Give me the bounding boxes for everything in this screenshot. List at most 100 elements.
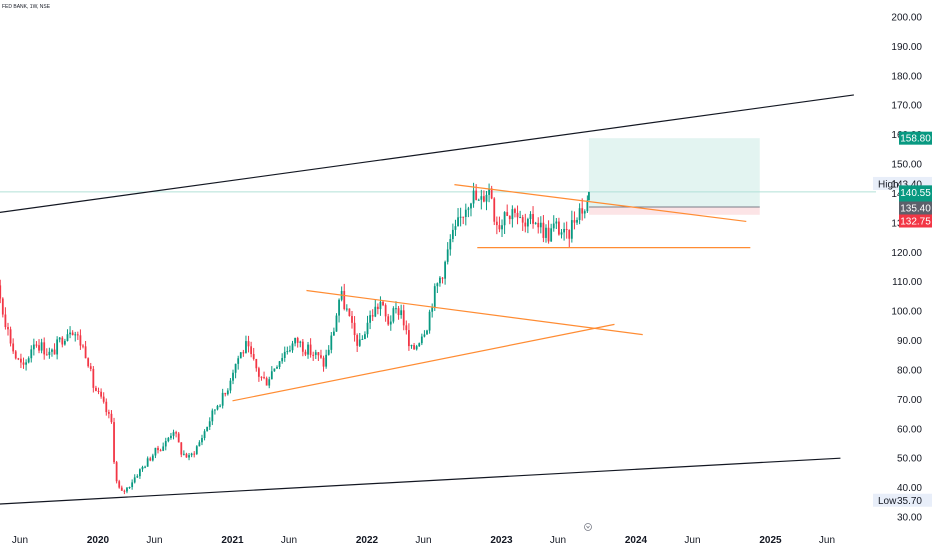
- candle-body: [332, 331, 335, 336]
- candle-body: [110, 413, 113, 423]
- candle-body: [157, 447, 159, 451]
- stop-price-badge-bg: [899, 214, 932, 228]
- candle-body: [506, 212, 509, 216]
- candle-body: [299, 341, 302, 343]
- candle-body: [198, 442, 201, 447]
- candle-body: [87, 358, 90, 367]
- candle-body: [242, 352, 245, 354]
- y-tick-label: 50.00: [897, 454, 922, 465]
- candle-body: [483, 196, 485, 202]
- candle-body: [141, 466, 144, 470]
- candle-body: [283, 351, 286, 358]
- candle-body: [356, 335, 359, 346]
- y-tick-label: 150.00: [891, 160, 922, 171]
- drawn-trendlines[interactable]: [0, 94, 854, 505]
- candle-body: [485, 194, 488, 202]
- price-axis[interactable]: 200.00190.00180.00170.00160.00150.00140.…: [891, 13, 922, 524]
- x-tick-label: 2024: [625, 535, 648, 546]
- candle-body: [529, 214, 532, 220]
- candle-body: [322, 357, 325, 367]
- entry-price-badge: 135.40: [900, 204, 931, 215]
- chart-header-symbol: FED BANK, 1W, NSE: [2, 4, 51, 10]
- candle-body: [239, 352, 242, 359]
- candle-body: [395, 308, 397, 310]
- scroll-to-realtime-icon[interactable]: [584, 523, 592, 531]
- candle-body: [146, 458, 149, 467]
- x-tick-label: Jun: [12, 535, 28, 546]
- stop-zone: [588, 207, 760, 215]
- candle-body: [369, 315, 372, 323]
- candle-body: [185, 453, 188, 458]
- candle-body: [190, 453, 193, 456]
- candle-body: [327, 349, 330, 355]
- candle-body: [325, 354, 328, 367]
- candle-body: [376, 306, 379, 310]
- candle-body: [449, 239, 452, 250]
- candle-body: [12, 343, 15, 352]
- candle-body: [309, 344, 312, 355]
- candle-body: [563, 228, 565, 233]
- candle-body: [446, 249, 449, 262]
- scroll-icon-circle: [584, 523, 592, 531]
- candle-body: [576, 219, 578, 223]
- candle-body: [583, 211, 586, 214]
- stop-price-badge: 132.75: [900, 217, 931, 228]
- candle-body: [330, 335, 333, 350]
- candle-body: [514, 209, 516, 213]
- candle-body: [542, 222, 545, 238]
- candle-body: [586, 200, 589, 212]
- candle-body: [286, 350, 289, 352]
- x-tick-label: 2021: [221, 535, 244, 546]
- candle-body: [428, 311, 431, 331]
- candle-body: [558, 221, 560, 235]
- candle-body: [149, 458, 152, 461]
- candle-body: [348, 308, 351, 317]
- candle-body: [206, 426, 209, 432]
- candle-body: [273, 368, 276, 372]
- candle-body: [63, 340, 66, 345]
- candle-body: [454, 226, 457, 230]
- candle-body: [570, 220, 573, 239]
- candle-body: [203, 431, 206, 439]
- candle-body: [66, 334, 69, 341]
- candle-body: [345, 308, 348, 310]
- candle-body: [501, 225, 503, 230]
- candle-body: [366, 322, 369, 335]
- candle-body: [511, 209, 514, 220]
- candle-body: [426, 330, 428, 335]
- candle-body: [115, 462, 118, 482]
- y-tick-label: 40.00: [897, 483, 922, 494]
- candle-body: [100, 391, 103, 397]
- y-tick-label: 100.00: [891, 307, 922, 318]
- candle-body: [382, 301, 384, 306]
- time-axis[interactable]: Jun 2020 Jun 2021 Jun 2022 Jun 2023 Jun 2024 Jun 20…: [12, 535, 835, 546]
- candle-body: [144, 466, 146, 468]
- candle-body: [162, 446, 165, 451]
- candle-body: [524, 222, 527, 227]
- candle-body: [139, 469, 141, 477]
- candle-body: [131, 482, 134, 488]
- candle-body: [25, 362, 27, 365]
- y-tick-label: 80.00: [897, 365, 922, 376]
- candle-body: [291, 343, 294, 351]
- candle-body: [508, 215, 511, 220]
- candle-body: [387, 316, 390, 325]
- candle-body: [289, 350, 291, 352]
- candle-body: [320, 355, 322, 358]
- candle-body: [521, 217, 524, 223]
- candle-body: [472, 190, 475, 204]
- candle-body: [82, 345, 84, 347]
- candle-body: [268, 379, 271, 386]
- candle-body: [133, 477, 136, 483]
- high-value: 143.40: [891, 179, 922, 190]
- x-tick-label: 2022: [356, 535, 379, 546]
- high-label: High: [878, 179, 899, 190]
- candle-body: [136, 476, 139, 478]
- x-tick-label: Jun: [819, 535, 835, 546]
- candle-body: [69, 332, 71, 335]
- candle-body: [221, 392, 224, 406]
- candle-body: [415, 346, 418, 350]
- candle-body: [105, 401, 108, 413]
